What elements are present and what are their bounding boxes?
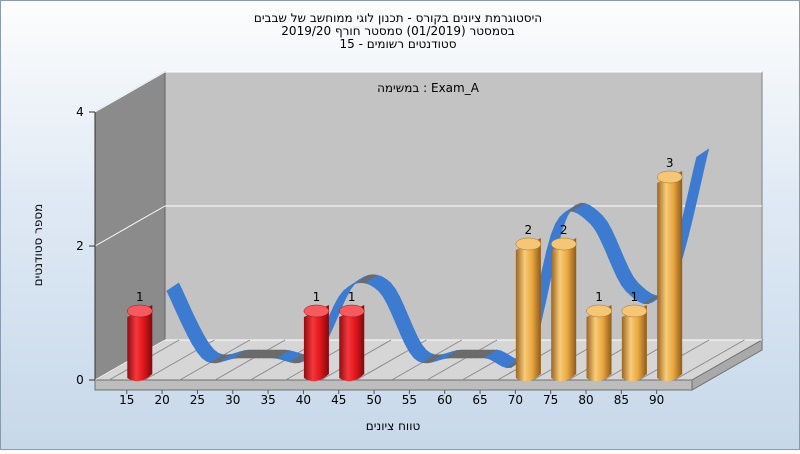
data-label: 1	[136, 290, 144, 304]
bar	[656, 170, 683, 382]
data-label: 1	[313, 290, 321, 304]
x-tick-label: 85	[614, 393, 629, 407]
x-tick-label: 35	[260, 393, 275, 407]
bar-body	[339, 305, 365, 382]
grid-line-side	[94, 71, 166, 113]
front-shelf	[94, 379, 693, 391]
x-tick-label: 60	[437, 393, 452, 407]
floor-line	[426, 339, 498, 381]
y-tick-label: 2	[76, 239, 84, 253]
bar-body	[303, 305, 329, 382]
chart-title-line: בסמסטר (01/2019) סמסטר חורף 2019/20	[281, 24, 514, 38]
floor-line	[214, 339, 286, 381]
x-tick-label: 15	[119, 393, 134, 407]
bar-top	[515, 237, 542, 251]
x-tick-label: 75	[543, 393, 558, 407]
bar-top	[127, 304, 153, 318]
bar-body	[586, 305, 612, 382]
x-tick-label: 45	[331, 393, 346, 407]
bar	[586, 304, 612, 382]
x-axis-label: טווח ציונים	[366, 419, 421, 433]
bar	[515, 237, 542, 382]
data-label: 1	[631, 290, 639, 304]
x-tick-label: 80	[578, 393, 593, 407]
bar-top	[621, 304, 648, 318]
trend-segment	[693, 148, 710, 169]
bar	[303, 304, 330, 382]
x-tick-label: 30	[225, 393, 240, 407]
bar-top	[550, 237, 577, 251]
data-label: 2	[560, 223, 568, 237]
data-label: 1	[595, 290, 603, 304]
x-tick-label: 65	[472, 393, 487, 407]
bar-top	[338, 304, 365, 318]
floor-line	[674, 339, 745, 381]
bar	[338, 304, 365, 382]
x-tick-label: 70	[508, 393, 523, 407]
bar	[621, 304, 648, 382]
bar-body	[657, 171, 683, 382]
x-tick-label: 55	[402, 393, 417, 407]
chart-title-line: היסטוגרמת ציונים בקורס - תכנון לוגי ממוח…	[254, 11, 542, 25]
data-label: 3	[666, 156, 674, 170]
grid-line-side	[94, 205, 166, 247]
y-tick-label: 4	[76, 105, 84, 119]
x-tick-label: 20	[154, 393, 169, 407]
legend-text: במשימה : Exam_A	[377, 81, 480, 95]
x-tick-label: 90	[649, 393, 664, 407]
bar-body	[621, 305, 647, 382]
data-label: 2	[525, 223, 533, 237]
x-tick-label: 40	[296, 393, 311, 407]
y-axis-label: מספר סטודנטים	[31, 204, 45, 287]
x-tick-label: 25	[190, 393, 205, 407]
bar-top	[656, 170, 683, 184]
bar-top	[303, 304, 330, 318]
bar-top	[586, 304, 612, 318]
bar-body	[515, 238, 541, 382]
data-label: 1	[348, 290, 356, 304]
bar-body	[551, 238, 577, 382]
bar	[550, 237, 577, 382]
bar	[127, 304, 153, 382]
y-tick-label: 0	[76, 373, 84, 387]
bar-body	[127, 305, 153, 382]
chart-title-line: סטודנטים רשומים - 15	[339, 37, 456, 51]
x-tick-label: 50	[366, 393, 381, 407]
